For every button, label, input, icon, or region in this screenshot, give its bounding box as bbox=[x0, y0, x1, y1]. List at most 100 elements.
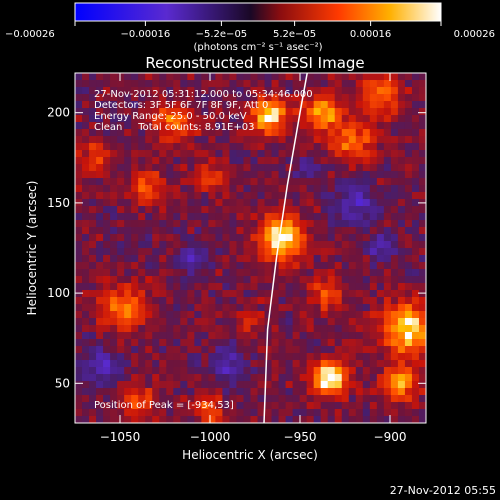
heatmap-cell bbox=[334, 409, 343, 417]
heatmap-cell bbox=[383, 213, 392, 221]
heatmap-cell bbox=[285, 367, 294, 375]
heatmap-cell bbox=[362, 409, 371, 417]
heatmap-cell bbox=[397, 178, 406, 186]
heatmap-cell bbox=[208, 192, 216, 200]
heatmap-cell bbox=[215, 122, 223, 130]
heatmap-cell bbox=[383, 353, 392, 361]
heatmap-cell bbox=[103, 262, 111, 270]
heatmap-cell bbox=[278, 360, 286, 368]
heatmap-cell bbox=[82, 297, 90, 305]
heatmap-cell bbox=[320, 178, 329, 186]
heatmap-cell bbox=[376, 304, 385, 312]
heatmap-cell bbox=[152, 402, 160, 410]
heatmap-cell bbox=[390, 381, 399, 389]
heatmap-cell bbox=[194, 108, 202, 116]
heatmap-cell bbox=[369, 234, 378, 242]
heatmap-cell bbox=[124, 185, 132, 193]
heatmap-cell bbox=[152, 192, 160, 200]
heatmap-cell bbox=[257, 157, 265, 165]
heatmap-cell bbox=[285, 353, 294, 361]
heatmap-cell bbox=[117, 192, 125, 200]
heatmap-cell bbox=[110, 206, 118, 214]
heatmap-cell bbox=[222, 325, 230, 333]
heatmap-cell bbox=[299, 80, 308, 88]
heatmap-cell bbox=[418, 360, 426, 368]
heatmap-cell bbox=[117, 360, 125, 368]
heatmap-cell bbox=[236, 276, 244, 284]
heatmap-cell bbox=[110, 234, 118, 242]
heatmap-cell bbox=[362, 248, 371, 256]
heatmap-cell bbox=[124, 213, 132, 221]
heatmap-cell bbox=[411, 164, 420, 172]
heatmap-cell bbox=[103, 157, 111, 165]
heatmap-cell bbox=[257, 108, 265, 116]
heatmap-cell bbox=[348, 339, 357, 347]
heatmap-cell bbox=[327, 255, 336, 263]
heatmap-cell bbox=[243, 255, 251, 263]
heatmap-cell bbox=[215, 87, 223, 95]
heatmap-cell bbox=[348, 360, 357, 368]
heatmap-cell bbox=[306, 255, 315, 263]
heatmap-cell bbox=[362, 108, 371, 116]
heatmap-cell bbox=[173, 87, 181, 95]
heatmap-cell bbox=[271, 192, 279, 200]
heatmap-cell bbox=[131, 115, 139, 123]
heatmap-cell bbox=[173, 283, 181, 291]
heatmap-cell bbox=[250, 206, 258, 214]
heatmap-cell bbox=[215, 185, 223, 193]
heatmap-cell bbox=[208, 108, 216, 116]
y-axis-label: Heliocentric Y (arcsec) bbox=[25, 181, 39, 316]
heatmap-cell bbox=[418, 381, 426, 389]
heatmap-cell bbox=[299, 192, 308, 200]
heatmap-cell bbox=[369, 94, 378, 102]
heatmap-cell bbox=[131, 402, 139, 410]
heatmap-cell bbox=[159, 409, 167, 417]
heatmap-cell bbox=[194, 227, 202, 235]
heatmap-cell bbox=[299, 374, 308, 382]
heatmap-cell bbox=[369, 269, 378, 277]
heatmap-cell bbox=[215, 402, 223, 410]
heatmap-cell bbox=[306, 171, 315, 179]
heatmap-cell bbox=[397, 199, 406, 207]
heatmap-cell bbox=[390, 332, 399, 340]
heatmap-cell bbox=[327, 297, 336, 305]
heatmap-cell bbox=[257, 227, 265, 235]
heatmap-cell bbox=[411, 346, 420, 354]
heatmap-cell bbox=[180, 234, 188, 242]
heatmap-cell bbox=[96, 381, 104, 389]
heatmap-cell bbox=[362, 157, 371, 165]
heatmap-cell bbox=[229, 395, 237, 403]
heatmap-cell bbox=[124, 367, 132, 375]
heatmap-cell bbox=[411, 185, 420, 193]
heatmap-cell bbox=[334, 367, 343, 375]
heatmap-cell bbox=[369, 367, 378, 375]
heatmap-cell bbox=[201, 381, 209, 389]
heatmap-cell bbox=[222, 213, 230, 221]
heatmap-cell bbox=[299, 248, 308, 256]
heatmap-cell bbox=[194, 129, 202, 137]
heatmap-cell bbox=[411, 402, 420, 410]
heatmap-cell bbox=[341, 150, 350, 158]
heatmap-cell bbox=[173, 276, 181, 284]
heatmap-cell bbox=[278, 73, 286, 81]
heatmap-cell bbox=[187, 150, 195, 158]
heatmap-cell bbox=[271, 276, 279, 284]
heatmap-cell bbox=[145, 409, 153, 417]
heatmap-cell bbox=[264, 220, 272, 228]
heatmap-cell bbox=[166, 262, 174, 270]
heatmap-cell bbox=[264, 206, 272, 214]
heatmap-cell bbox=[355, 220, 364, 228]
heatmap-cell bbox=[89, 241, 97, 249]
heatmap-cell bbox=[278, 353, 286, 361]
heatmap-cell bbox=[271, 255, 279, 263]
heatmap-cell bbox=[124, 318, 132, 326]
heatmap-cell bbox=[159, 129, 167, 137]
heatmap-cell bbox=[124, 136, 132, 144]
heatmap-cell bbox=[145, 290, 153, 298]
heatmap-cell bbox=[376, 164, 385, 172]
heatmap-cell bbox=[327, 115, 336, 123]
heatmap-cell bbox=[376, 276, 385, 284]
heatmap-cell bbox=[124, 234, 132, 242]
heatmap-cell bbox=[208, 367, 216, 375]
heatmap-cell bbox=[390, 150, 399, 158]
